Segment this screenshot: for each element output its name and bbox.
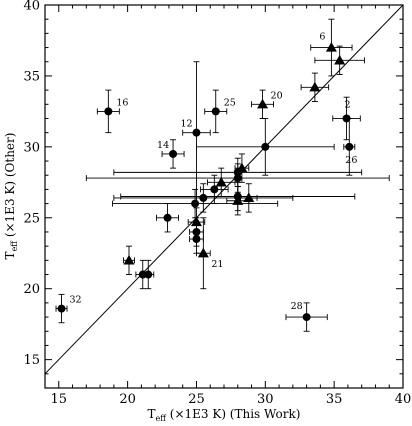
triangle-marker — [334, 54, 346, 65]
circle-marker — [57, 304, 66, 313]
x-ticks: 15 20 25 30 35 40 — [44, 5, 412, 407]
y-tick-label: 30 — [23, 140, 40, 155]
y-tick-label: 25 — [23, 211, 40, 226]
y-tick-label: 20 — [23, 282, 40, 297]
point-label: 6 — [319, 32, 325, 43]
point-label: 28 — [291, 301, 303, 312]
point-annotations: 32 16 14 12 25 28 2 26 21 20 6 — [70, 32, 358, 313]
point-label: 2 — [345, 99, 351, 110]
circle-marker — [192, 227, 201, 236]
y-axis-label-rest: (×1E3 K) (Other) — [3, 133, 17, 241]
point-label: 32 — [70, 295, 82, 306]
y-tick-label: 15 — [23, 353, 40, 368]
triangle-marker — [257, 98, 269, 109]
point-label: 14 — [157, 140, 169, 151]
triangle-marker — [190, 216, 202, 227]
y-ticks: 15 20 25 30 35 40 — [23, 0, 403, 389]
circle-marker — [138, 270, 147, 279]
circle-marker — [192, 235, 201, 244]
circle-marker — [233, 174, 242, 183]
triangle-marker — [236, 162, 248, 173]
x-tick-label: 40 — [395, 392, 412, 407]
triangle-marker — [232, 195, 244, 205]
x-tick-label: 30 — [257, 392, 274, 407]
circle-marker — [163, 213, 172, 222]
x-tick-label: 15 — [50, 392, 67, 407]
error-bars — [55, 18, 390, 332]
point-label: 26 — [345, 155, 357, 166]
circle-marker — [302, 313, 311, 322]
triangle-marker — [243, 192, 255, 203]
circle-marker — [104, 107, 113, 116]
x-tick-label: 20 — [119, 392, 136, 407]
x-axis-label: Teff (×1E3 K) (This Work) — [148, 407, 301, 423]
x-axis-label-rest: (×1E3 K) (This Work) — [166, 407, 301, 421]
x-tick-label: 35 — [326, 392, 343, 407]
circle-marker — [191, 199, 200, 208]
circle-marker — [210, 185, 219, 194]
markers — [57, 42, 354, 322]
triangle-marker — [215, 176, 227, 187]
circle-marker — [345, 142, 354, 151]
x-tick-label: 25 — [188, 392, 205, 407]
point-label: 20 — [271, 90, 283, 101]
y-tick-label: 35 — [23, 69, 40, 84]
circle-marker — [342, 114, 351, 123]
x-axis-label-sub: eff — [156, 414, 168, 423]
circle-marker — [261, 142, 270, 151]
circle-marker — [144, 270, 153, 279]
y-axis-label: Teff (×1E3 K) (Other) — [3, 133, 19, 260]
triangle-marker — [309, 81, 321, 92]
circle-marker — [169, 149, 178, 158]
y-tick-label: 40 — [23, 0, 40, 14]
point-label: 25 — [224, 97, 236, 108]
y-axis-label-main: T — [3, 251, 17, 259]
x-axis-label-main: T — [148, 407, 156, 421]
point-label: 12 — [180, 119, 192, 130]
circle-marker — [211, 107, 220, 116]
point-label: 16 — [116, 97, 128, 108]
y-axis-label-sub: eff — [10, 240, 19, 252]
triangle-marker — [197, 247, 209, 258]
point-label: 21 — [211, 259, 223, 270]
triangle-marker — [325, 42, 337, 52]
triangle-marker — [123, 254, 135, 265]
circle-marker — [192, 128, 201, 137]
circle-marker — [199, 193, 208, 202]
